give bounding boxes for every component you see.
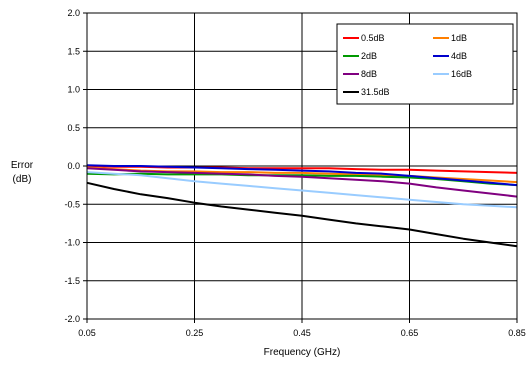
y-tick-label: -1.5 bbox=[64, 276, 80, 286]
y-axis-title-line-2: (dB) bbox=[13, 174, 32, 185]
legend: 0.5dB 1dB 2dB 4dB 8dB 16dB 31.5dB bbox=[336, 23, 514, 105]
x-axis-title: Frequency (GHz) bbox=[264, 347, 341, 358]
y-tick-label: 1.0 bbox=[67, 85, 80, 95]
y-tick-label: -0.5 bbox=[64, 199, 80, 209]
y-tick-label: 0.0 bbox=[67, 161, 80, 171]
series-line-4dB bbox=[86, 164, 518, 187]
x-tick-label: 0.85 bbox=[508, 328, 526, 338]
y-tick-label: -1.0 bbox=[64, 238, 80, 248]
legend-label-8dB: 8dB bbox=[361, 69, 377, 79]
y-tick-labels: 2.0 1.5 1.0 0.5 0.0 -0.5 -1.0 -1.5 -2.0 bbox=[64, 8, 80, 324]
x-tick-label: 0.05 bbox=[78, 328, 96, 338]
x-tick-labels: 0.05 0.25 0.45 0.65 0.85 bbox=[78, 328, 526, 338]
y-axis-title-line-1: Error bbox=[11, 160, 34, 171]
legend-label-1dB: 1dB bbox=[451, 33, 467, 43]
legend-label-31.5dB: 31.5dB bbox=[361, 87, 390, 97]
legend-label-4dB: 4dB bbox=[451, 51, 467, 61]
series-line-31.5dB bbox=[86, 181, 518, 248]
legend-label-0.5dB: 0.5dB bbox=[361, 33, 385, 43]
y-tick-label: 1.5 bbox=[67, 46, 80, 56]
x-tick-label: 0.65 bbox=[401, 328, 419, 338]
x-tick-label: 0.45 bbox=[293, 328, 311, 338]
y-tick-label: 0.5 bbox=[67, 123, 80, 133]
series-layer bbox=[86, 164, 518, 248]
y-tick-label: -2.0 bbox=[64, 314, 80, 324]
x-tick-label: 0.25 bbox=[186, 328, 204, 338]
plot-frame bbox=[86, 12, 518, 320]
y-tick-label: 2.0 bbox=[67, 8, 80, 18]
legend-label-16dB: 16dB bbox=[451, 69, 472, 79]
series-line-16dB bbox=[86, 171, 518, 209]
legend-label-2dB: 2dB bbox=[361, 51, 377, 61]
series-line-8dB bbox=[86, 167, 518, 198]
legend-box bbox=[336, 23, 514, 105]
